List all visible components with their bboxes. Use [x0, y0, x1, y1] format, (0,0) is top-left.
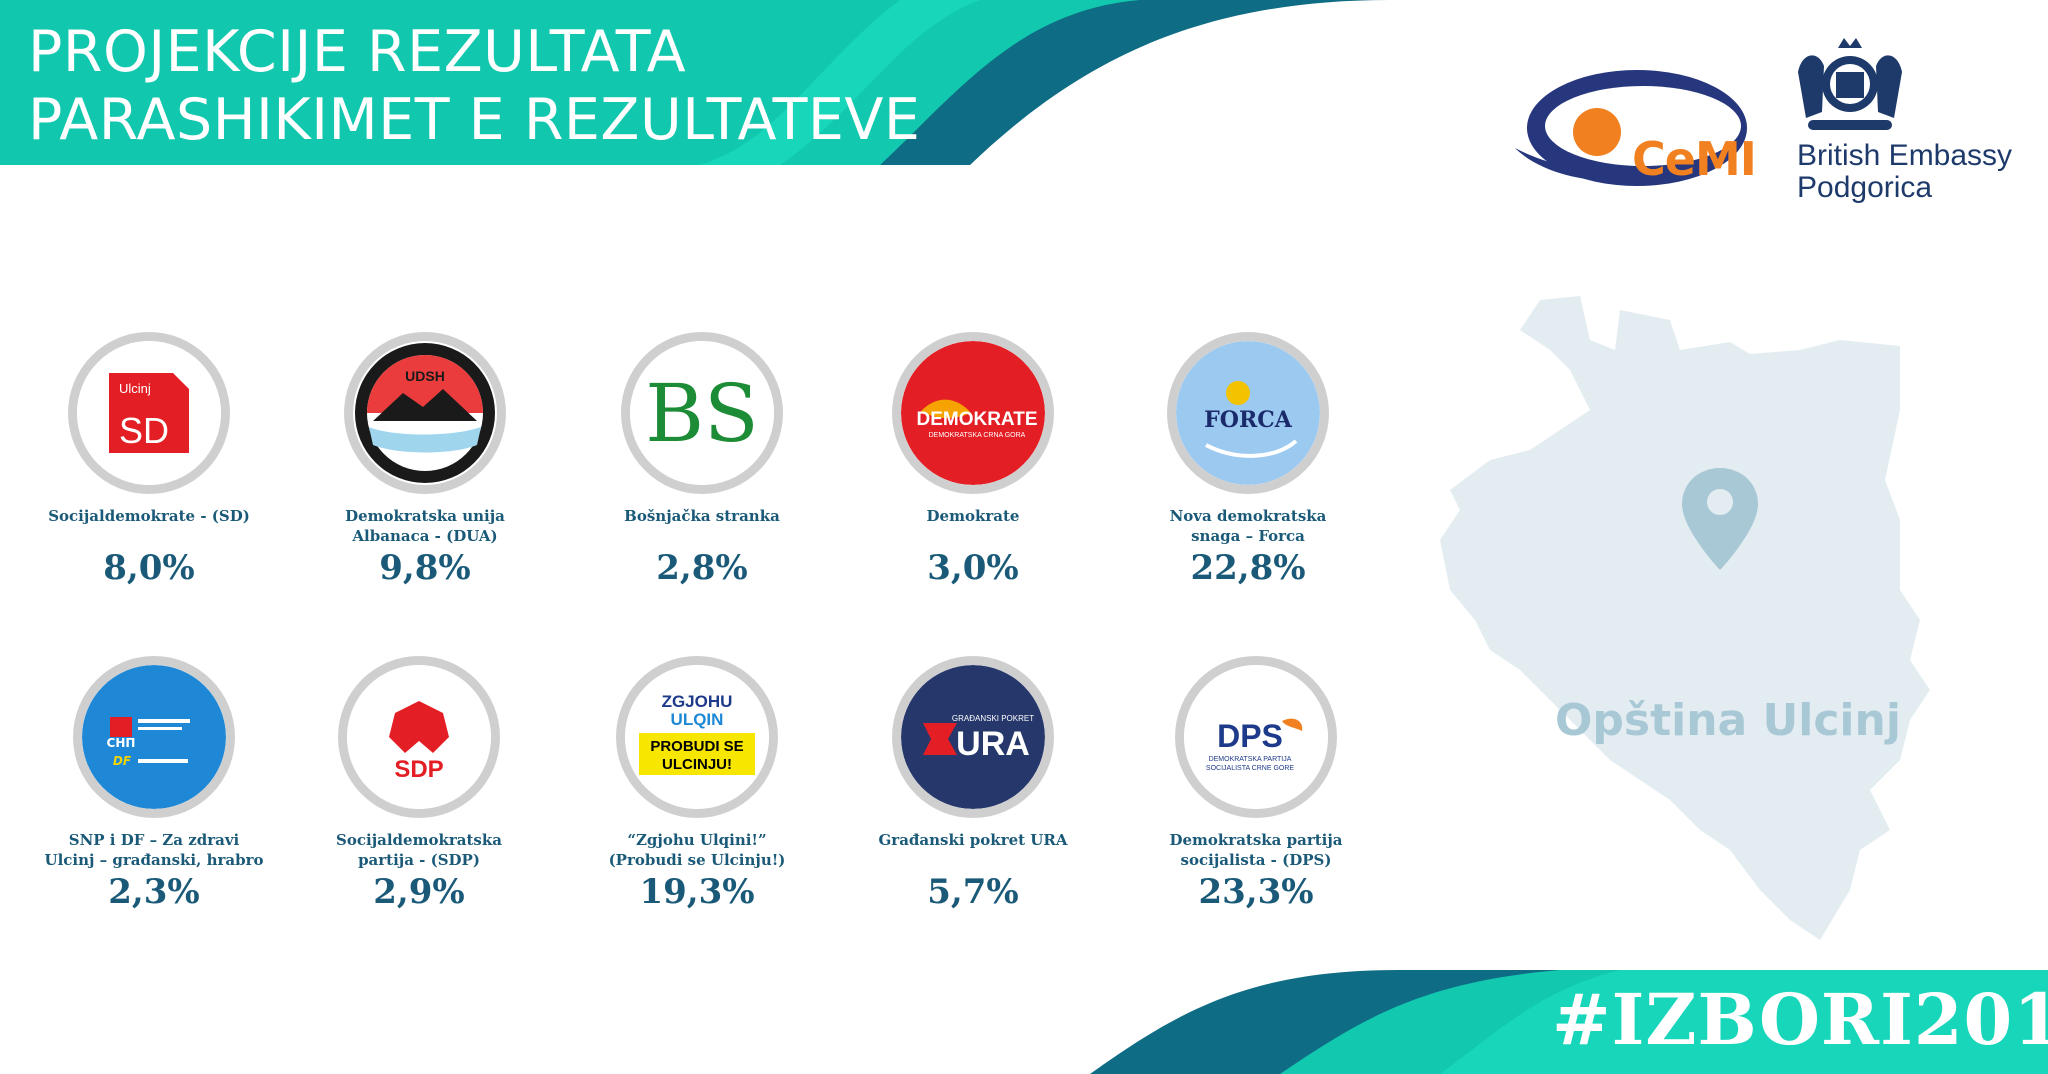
sd-logo: Ulcinj SD [77, 341, 221, 485]
dua-logo-text: UDSH [405, 368, 445, 384]
party-name: Demokrate [926, 507, 1020, 525]
party-card: GRAĐANSKI POKRET URA Građanski pokret UR… [843, 656, 1103, 914]
bs-logo-text: BS [645, 367, 759, 460]
party-name: Građanski pokret URA [878, 831, 1068, 849]
demokrate-logo: DEMOKRATE DEMOKRATSKA CRNA GORA [901, 341, 1045, 485]
location-pin-icon [1682, 468, 1758, 570]
party-name: Demokratska partija socijalista - (DPS) [1169, 831, 1343, 869]
title-line-2: PARASHIKIMET E REZULTATEVE [28, 87, 921, 153]
party-card: ZGJOHU ULQIN PROBUDI SE ULCINJU! “Zgjohu… [567, 656, 827, 914]
party-percentage: 2,8% [656, 548, 748, 588]
cemi-logo-text: CeMI [1632, 132, 1757, 186]
party-percentage: 23,3% [1198, 872, 1314, 912]
party-name: Socijaldemokrate - (SD) [48, 507, 250, 525]
bs-logo: BS [630, 341, 774, 485]
party-name: SNP i DF – Za zdravi Ulcinj – građanski,… [44, 831, 264, 869]
zgjohu-text-2: ULQIN [671, 710, 724, 729]
sd-logo-text-2: SD [119, 410, 169, 451]
party-name: Nova demokratska snaga – Forca [1169, 507, 1327, 545]
ura-logo-text-2: URA [956, 725, 1030, 763]
dps-logo-text-2: DEMOKRATSKA PARTIJA [1209, 756, 1292, 763]
map-label: Opština Ulcinj [1555, 695, 1901, 746]
sdp-logo: SDP [347, 665, 491, 809]
party-percentage: 19,3% [639, 872, 755, 912]
ura-logo-text-1: GRAĐANSKI POKRET [952, 714, 1034, 723]
party-card: UDSH Demokratska unija Albanaca - (DUA) … [295, 332, 555, 590]
party-name: Demokratska unija Albanaca - (DUA) [345, 507, 505, 545]
party-percentage: 5,7% [927, 872, 1019, 912]
party-name: Bošnjačka stranka [624, 507, 780, 525]
party-card: СНП DF SNP i DF – Za zdravi Ulcinj – gra… [24, 656, 284, 914]
dua-logo: UDSH [353, 341, 497, 485]
party-card: DPS DEMOKRATSKA PARTIJA SOCIJALISTA CRNE… [1126, 656, 1386, 914]
party-name: Socijaldemokratska partija - (SDP) [336, 831, 502, 869]
party-card: SDP Socijaldemokratska partija - (SDP) 2… [289, 656, 549, 914]
zgjohu-text-3: PROBUDI SE [650, 738, 743, 755]
municipality-map [1440, 296, 1930, 940]
party-percentage: 3,0% [927, 548, 1019, 588]
sdp-logo-text: SDP [394, 756, 443, 783]
snp-logo-text: СНП [107, 736, 136, 750]
dps-logo-text-1: DPS [1217, 718, 1283, 754]
zgjohu-ulqin-logo: ZGJOHU ULQIN PROBUDI SE ULCINJU! [625, 665, 769, 809]
zgjohu-text-4: ULCINJU! [662, 756, 732, 773]
embassy-name: British Embassy Podgorica [1797, 140, 2012, 204]
party-percentage: 8,0% [103, 548, 195, 588]
title-line-1: PROJEKCIJE REZULTATA [28, 19, 687, 85]
demokrate-logo-text-1: DEMOKRATE [916, 409, 1037, 430]
sd-logo-text-1: Ulcinj [119, 381, 151, 396]
party-card: FORCA Nova demokratska snaga – Forca 22,… [1118, 332, 1378, 590]
party-name: “Zgjohu Ulqini!” (Probudi se Ulcinju!) [608, 831, 786, 869]
royal-crest-icon [1798, 38, 1902, 130]
party-percentage: 9,8% [379, 548, 471, 588]
page-title: PROJEKCIJE REZULTATA PARASHIKIMET E REZU… [28, 18, 920, 154]
party-card: DEMOKRATE DEMOKRATSKA CRNA GORA Demokrat… [843, 332, 1103, 590]
embassy-line-2: Podgorica [1797, 171, 1933, 204]
forca-logo-text: FORCA [1204, 407, 1293, 433]
party-card: BS Bošnjačka stranka 2,8% [572, 332, 832, 590]
header-banner [0, 0, 1390, 165]
zgjohu-text-1: ZGJOHU [662, 692, 733, 711]
cemi-logo [1515, 70, 1747, 186]
demokrate-logo-text-2: DEMOKRATSKA CRNA GORA [929, 432, 1026, 439]
party-percentage: 22,8% [1190, 548, 1306, 588]
snp-df-logo: СНП DF [82, 665, 226, 809]
forca-logo: FORCA [1176, 341, 1320, 485]
party-percentage: 2,9% [373, 872, 465, 912]
embassy-line-1: British Embassy [1797, 139, 2013, 172]
df-logo-text: DF [113, 754, 132, 768]
dps-logo-text-3: SOCIJALISTA CRNE GORE [1206, 765, 1294, 772]
party-card: Ulcinj SD Socijaldemokrate - (SD) 8,0% [19, 332, 279, 590]
hashtag-label: #IZBORI2018 [1552, 978, 2048, 1061]
dps-logo: DPS DEMOKRATSKA PARTIJA SOCIJALISTA CRNE… [1184, 665, 1328, 809]
party-percentage: 2,3% [108, 872, 200, 912]
ura-logo: GRAĐANSKI POKRET URA [901, 665, 1045, 809]
footer-banner [1090, 970, 2048, 1074]
